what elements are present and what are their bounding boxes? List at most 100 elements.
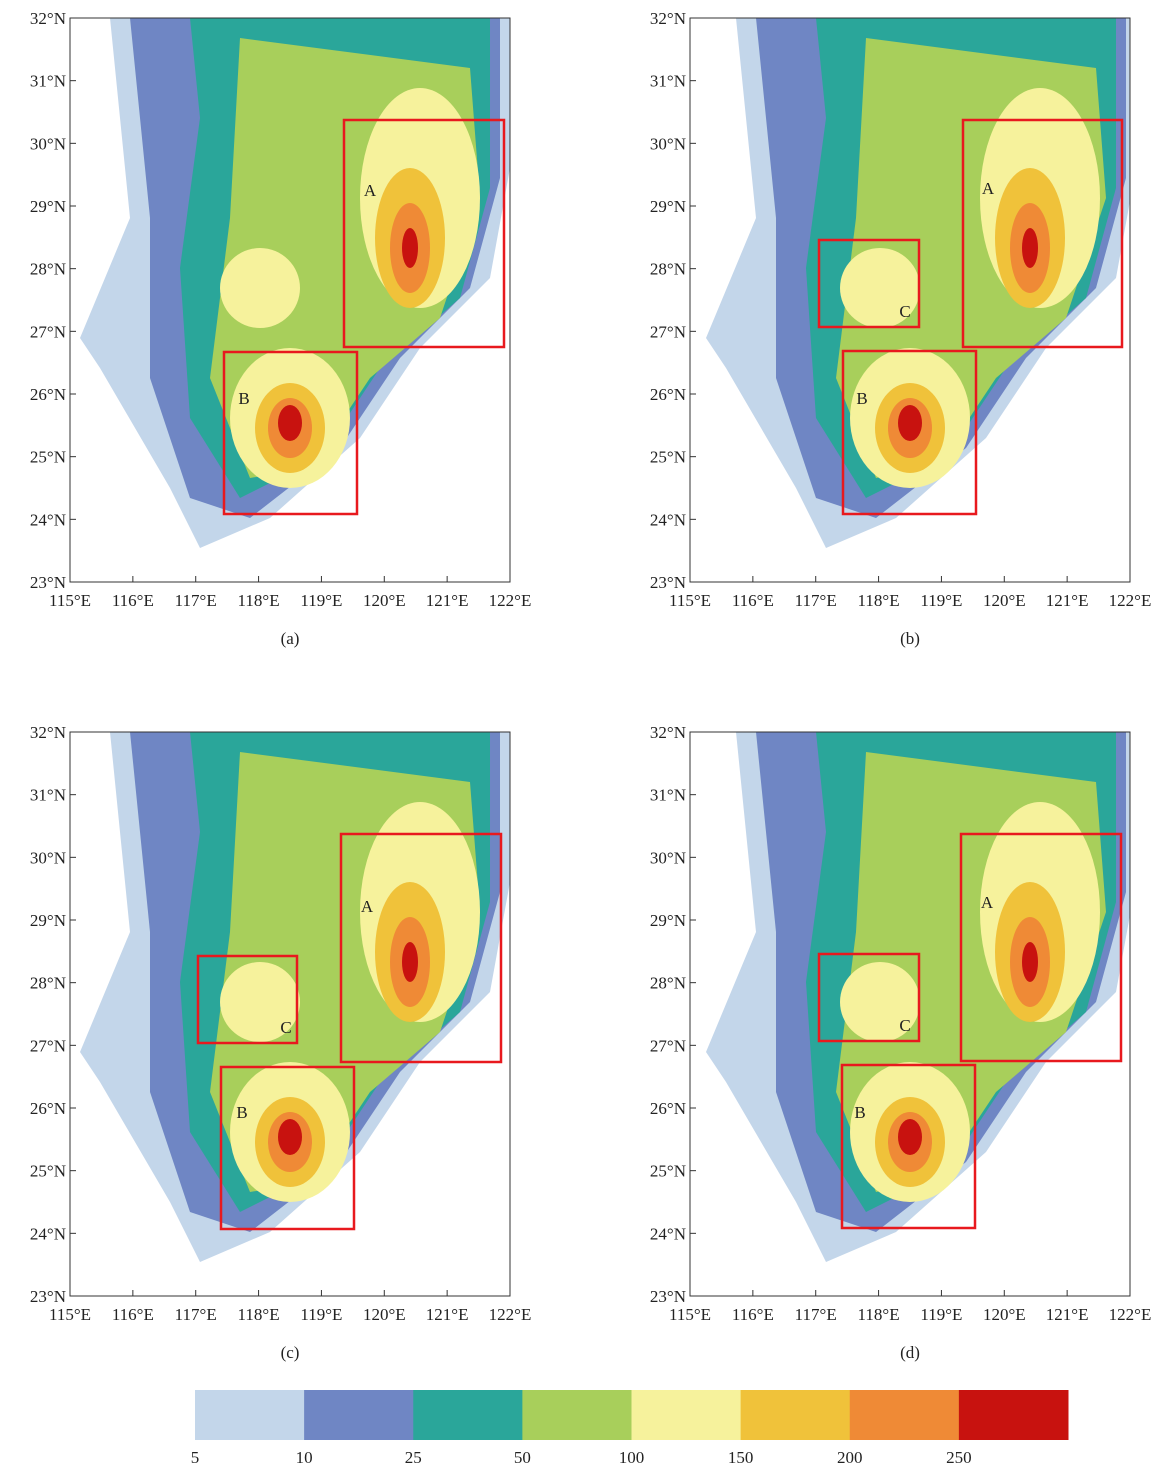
map-panel: 115°E 116°E 117°E 118°E 119°E 120°E 121°E 122°E…	[650, 723, 1151, 1362]
x-tick-label: 120°E	[363, 591, 406, 610]
y-tick-label: 32°N	[650, 9, 686, 28]
x-tick-label: 116°E	[732, 1305, 774, 1324]
colorbar-swatch	[958, 1390, 1069, 1440]
x-tick-label: 116°E	[732, 591, 774, 610]
y-tick-label: 28°N	[30, 260, 66, 279]
x-tick-label: 119°E	[920, 1305, 962, 1324]
colorbar-tick-label: 200	[837, 1448, 863, 1467]
region-label: B	[238, 389, 249, 408]
contour-fill	[840, 248, 920, 328]
y-tick-label: 25°N	[30, 448, 66, 467]
region-label: C	[280, 1018, 291, 1037]
y-tick-label: 23°N	[30, 1287, 66, 1306]
contour-fill	[1022, 942, 1038, 982]
map-panel: 115°E 116°E 117°E 118°E 119°E 120°E 121°E 122°E…	[30, 9, 531, 648]
x-tick-label: 118°E	[858, 591, 900, 610]
x-tick-label: 122°E	[1109, 591, 1152, 610]
region-box	[841, 349, 978, 516]
y-tick-label: 24°N	[650, 510, 686, 529]
colorbar-tick-label: 250	[946, 1448, 972, 1467]
contour-fill	[840, 962, 920, 1042]
x-tick-label: 116°E	[112, 591, 154, 610]
contour-fill	[402, 942, 418, 982]
y-tick-label: 29°N	[650, 911, 686, 930]
colorbar-tick-label: 50	[514, 1448, 531, 1467]
colorbar-swatch	[849, 1390, 960, 1440]
contour-fill	[220, 248, 300, 328]
colorbar-swatch	[195, 1390, 305, 1440]
contour-fill	[898, 405, 922, 441]
colorbar-tick-label: 5	[191, 1448, 200, 1467]
y-tick-label: 27°N	[650, 1036, 686, 1055]
y-tick-label: 28°N	[30, 974, 66, 993]
y-tick-label: 31°N	[30, 786, 66, 805]
y-tick-label: 25°N	[650, 1162, 686, 1181]
plot-frame	[689, 731, 1131, 1297]
region-label: C	[899, 1016, 910, 1035]
colorbar-swatch	[740, 1390, 851, 1440]
contour-fill	[278, 1119, 302, 1155]
contours	[706, 18, 1130, 548]
region-label: B	[236, 1103, 247, 1122]
x-tick-label: 115°E	[49, 591, 91, 610]
region-label: A	[981, 893, 994, 912]
colorbar-tick-label: 150	[728, 1448, 754, 1467]
region-box	[959, 832, 1123, 1063]
contours	[80, 732, 510, 1262]
contours	[80, 18, 510, 548]
region-label: B	[856, 389, 867, 408]
contour-fill	[220, 962, 300, 1042]
x-tick-label: 117°E	[175, 1305, 217, 1324]
region-box	[222, 350, 359, 516]
colorbar-tick-label: 10	[296, 1448, 313, 1467]
y-tick-label: 31°N	[30, 72, 66, 91]
region-box	[817, 952, 921, 1043]
y-tick-label: 25°N	[30, 1162, 66, 1181]
region-box	[196, 954, 299, 1045]
x-tick-label: 117°E	[795, 591, 837, 610]
y-tick-label: 23°N	[30, 573, 66, 592]
map-panel: 115°E 116°E 117°E 118°E 119°E 120°E 121°E 122°E…	[650, 9, 1151, 648]
y-tick-label: 29°N	[30, 197, 66, 216]
x-tick-label: 119°E	[920, 591, 962, 610]
x-tick-label: 122°E	[1109, 1305, 1152, 1324]
y-tick-label: 32°N	[30, 723, 66, 742]
x-tick-label: 121°E	[1046, 591, 1089, 610]
panel-caption: (a)	[281, 629, 300, 648]
y-tick-label: 26°N	[650, 385, 686, 404]
x-tick-label: 118°E	[238, 591, 280, 610]
x-tick-label: 120°E	[983, 591, 1026, 610]
region-label: A	[361, 897, 374, 916]
region-label: A	[364, 181, 377, 200]
colorbar-tick-label: 25	[405, 1448, 422, 1467]
map-panel: 115°E 116°E 117°E 118°E 119°E 120°E 121°E 122°E…	[30, 723, 531, 1362]
y-tick-label: 27°N	[30, 1036, 66, 1055]
y-tick-label: 26°N	[30, 1099, 66, 1118]
panel-caption: (d)	[900, 1343, 920, 1362]
y-tick-label: 30°N	[650, 848, 686, 867]
plot-frame	[69, 731, 511, 1297]
x-tick-label: 118°E	[858, 1305, 900, 1324]
x-tick-label: 121°E	[1046, 1305, 1089, 1324]
contour-fill	[278, 405, 302, 441]
x-tick-label: 115°E	[669, 591, 711, 610]
x-tick-label: 120°E	[983, 1305, 1026, 1324]
contour-fill	[898, 1119, 922, 1155]
x-tick-label: 120°E	[363, 1305, 406, 1324]
y-tick-label: 32°N	[650, 723, 686, 742]
contour-fill	[1022, 228, 1038, 268]
contour-fill	[402, 228, 418, 268]
contours	[706, 732, 1130, 1262]
y-tick-label: 25°N	[650, 448, 686, 467]
x-tick-label: 117°E	[795, 1305, 837, 1324]
x-tick-label: 122°E	[489, 591, 532, 610]
y-tick-label: 27°N	[30, 322, 66, 341]
plot-frame	[69, 17, 511, 583]
y-tick-label: 23°N	[650, 573, 686, 592]
region-label: B	[854, 1103, 865, 1122]
y-tick-label: 30°N	[30, 134, 66, 153]
x-tick-label: 118°E	[238, 1305, 280, 1324]
y-tick-label: 28°N	[650, 974, 686, 993]
y-tick-label: 27°N	[650, 322, 686, 341]
y-tick-label: 29°N	[30, 911, 66, 930]
